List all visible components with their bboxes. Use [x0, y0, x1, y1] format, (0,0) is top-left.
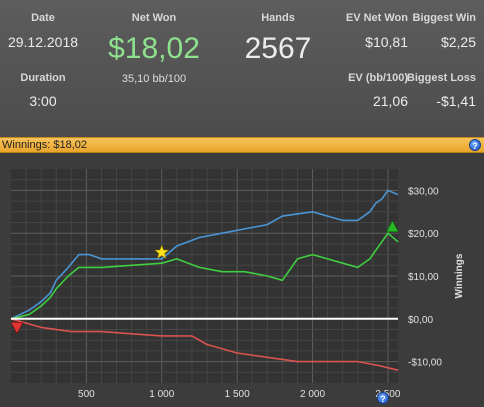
series-winnings-line: [10, 189, 399, 320]
hands-value: 2567: [244, 32, 312, 65]
winnings-chart-svg: $30,00 $20,00 $10,00 $0,00 -$10,00 500 1 000 1…: [10, 169, 465, 400]
date-label: Date: [31, 12, 55, 24]
net-won-label: Net Won: [131, 12, 177, 24]
triangle-up-marker-icon: [385, 220, 399, 233]
winnings-chart: $30,00 $20,00 $10,00 $0,00 -$10,00 500 1 000 1…: [0, 153, 484, 407]
hands-label: Hands: [261, 12, 295, 24]
duration-value: 3:00: [29, 93, 57, 109]
y-tick-label: -$10,00: [408, 358, 442, 369]
y-tick-label: $30,00: [408, 186, 439, 197]
ev-net-won-label: EV Net Won: [345, 12, 408, 24]
duration-label: Duration: [20, 72, 66, 84]
session-stats-panel: Date 29.12.2018 Duration 3:00 Net Won $1…: [0, 0, 484, 137]
ev-bb-value: 21,06: [372, 93, 408, 109]
net-won-value: $18,02: [108, 32, 200, 65]
date-value: 29.12.2018: [7, 34, 79, 50]
ev-bb-label: EV (bb/100): [348, 72, 408, 84]
y-axis-label: Winnings: [454, 253, 465, 298]
ev-net-won-value: $10,81: [365, 34, 408, 50]
star-marker-icon: [154, 244, 170, 259]
y-tick-label: $20,00: [408, 229, 439, 240]
x-tick-label: 1 500: [225, 389, 250, 400]
biggest-loss-value: -$1,41: [436, 93, 476, 109]
chart-header-bar: Winnings: $18,02 ?: [0, 137, 484, 153]
y-tick-label: $0,00: [408, 315, 433, 326]
chart-help-icon[interactable]: ?: [377, 392, 389, 404]
help-icon[interactable]: ?: [469, 139, 481, 151]
x-tick-label: 500: [78, 389, 95, 400]
biggest-loss-label: Biggest Loss: [406, 72, 476, 84]
x-tick-label: 2 000: [300, 389, 325, 400]
chart-title: Winnings: $18,02: [2, 139, 87, 151]
series-showdown-line: [10, 318, 399, 371]
series-non-showdown-line: [10, 232, 399, 320]
x-tick-label: 1 000: [149, 389, 174, 400]
biggest-win-value: $2,25: [440, 34, 476, 50]
triangle-down-marker-icon: [10, 322, 24, 334]
net-won-bb-per-100: 35,10 bb/100: [121, 73, 187, 85]
y-tick-label: $10,00: [408, 272, 439, 283]
biggest-win-label: Biggest Win: [412, 12, 476, 24]
